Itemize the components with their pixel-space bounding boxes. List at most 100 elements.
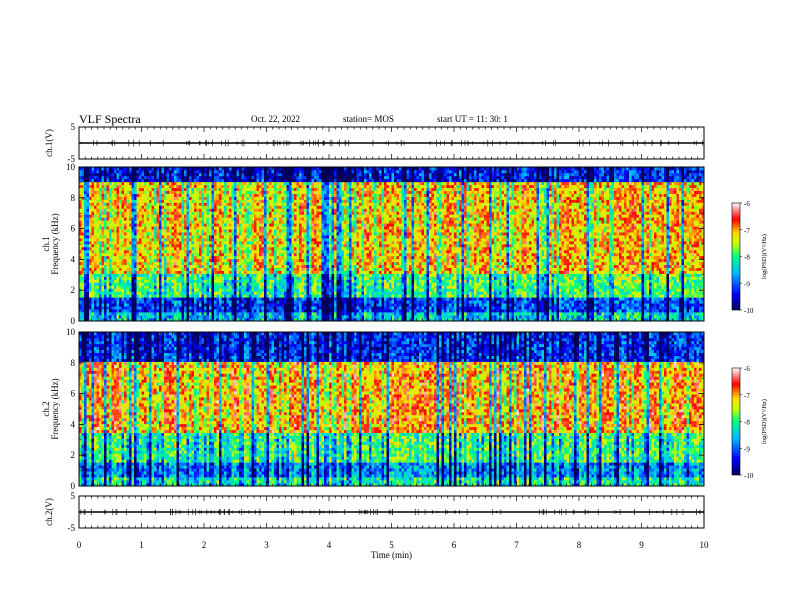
spectrogram-cell <box>146 282 150 286</box>
spectrogram-cell <box>86 297 90 301</box>
spectrogram-cell <box>199 312 202 316</box>
spectrogram-cell <box>541 306 545 310</box>
spectrogram-cell <box>256 276 260 280</box>
spectrogram-cell <box>581 303 585 307</box>
spectrogram-cell <box>691 282 695 286</box>
spectrogram-cell <box>491 291 495 295</box>
spectrogram-cell <box>566 309 570 313</box>
spectrogram-cell <box>494 306 497 310</box>
spectrogram-cell <box>171 264 175 268</box>
spectrogram-cell <box>411 279 415 283</box>
spectrogram-cell <box>656 306 660 310</box>
spectrogram-cell <box>551 279 555 283</box>
spectrogram-cell <box>419 315 422 319</box>
spectrogram-cell <box>569 291 572 295</box>
spectrogram-cell <box>99 318 102 322</box>
spectrogram-cell <box>159 267 162 271</box>
spectrogram-cell <box>101 309 105 313</box>
spectrogram-cell <box>101 300 105 304</box>
spectrogram-cell <box>621 288 625 292</box>
spectrogram-cell <box>639 282 642 286</box>
spectrogram-cell <box>331 303 335 307</box>
spectrogram-cell <box>581 291 585 295</box>
spectrogram-cell <box>84 309 87 313</box>
spectrogram-cell <box>259 267 262 271</box>
spectrogram-cell <box>381 267 385 271</box>
spectrogram-cell <box>289 276 292 280</box>
spectrogram-cell <box>524 270 527 274</box>
spectrogram-cell <box>424 294 427 298</box>
spectrogram-cell <box>176 297 180 301</box>
spectrogram-cell <box>649 318 652 322</box>
spectrogram-cell <box>506 297 510 301</box>
spectrogram-cell <box>641 285 645 289</box>
spectrogram-cell <box>421 306 425 310</box>
spectrogram-cell <box>566 285 570 289</box>
spectrogram-cell <box>614 312 617 316</box>
spectrogram-cell <box>354 306 357 310</box>
spectrogram-cell <box>661 294 665 298</box>
spectrogram-cell <box>461 294 465 298</box>
spectrogram-cell <box>599 315 602 319</box>
spectrogram-cell <box>554 282 557 286</box>
spectrogram-cell <box>109 279 112 283</box>
spectrogram-cell <box>506 300 510 304</box>
spectrogram-cell <box>139 318 142 322</box>
spectrogram-cell <box>449 315 452 319</box>
spectrogram-cell <box>659 267 662 271</box>
spectrogram-cell <box>474 315 477 319</box>
spectrogram-cell <box>129 267 132 271</box>
spectrogram-cell <box>139 291 142 295</box>
spectrogram-cell <box>236 288 240 292</box>
spectrogram-cell <box>516 300 520 304</box>
spectrogram-cell <box>654 315 657 319</box>
spectrogram-cell <box>241 297 245 301</box>
spectrogram-cell <box>169 318 172 322</box>
spectrogram-cell <box>336 288 340 292</box>
spectrogram-cell <box>299 318 302 322</box>
spectrogram-cell <box>404 312 407 316</box>
spectrogram-cell <box>366 297 370 301</box>
spectrogram-cell <box>326 285 330 289</box>
spectrogram-cell <box>109 267 112 271</box>
spectrogram-cell <box>636 270 640 274</box>
spectrogram-cell <box>86 279 90 283</box>
spectrogram-cell <box>431 279 435 283</box>
spectrogram-cell <box>691 312 695 316</box>
spectrogram-cell <box>469 315 472 319</box>
spectrogram-cell <box>206 294 210 298</box>
spectrogram-cell <box>184 288 187 292</box>
spectrogram-cell <box>174 273 177 277</box>
spectrogram-cell <box>436 288 440 292</box>
spectrogram-cell <box>416 300 420 304</box>
spectrogram-cell <box>366 285 370 289</box>
spectrogram-cell <box>296 270 300 274</box>
spectrogram-cell <box>681 285 685 289</box>
spectrogram-cell <box>126 285 130 289</box>
spectrogram-cell <box>144 318 147 322</box>
spectrogram-cell <box>461 270 465 274</box>
spectrogram-cell <box>191 294 195 298</box>
spectrogram-cell <box>469 285 472 289</box>
spectrogram-cell <box>644 309 647 313</box>
spectrogram-cell <box>579 303 582 307</box>
spectrogram-cell <box>504 309 507 313</box>
spectrogram-cell <box>614 276 617 280</box>
spectrogram-cell <box>501 288 505 292</box>
spectrogram-cell <box>199 267 202 271</box>
spectrogram-cell <box>79 294 82 298</box>
spectrogram-cell <box>426 273 430 277</box>
spectrogram-cell <box>629 285 632 289</box>
spectrogram-cell <box>214 264 217 268</box>
spectrogram-cell <box>429 270 432 274</box>
spectrogram-cell <box>526 285 530 289</box>
spectrogram-cell <box>191 291 195 295</box>
spectrogram-cell <box>521 315 525 319</box>
spectrogram-cell <box>134 309 137 313</box>
spectrogram-cell <box>84 282 87 286</box>
spectrogram-cell <box>664 291 667 295</box>
spectrogram-cell <box>564 291 567 295</box>
spectrogram-cell <box>621 270 625 274</box>
spectrogram-cell <box>296 264 300 268</box>
spectrogram-cell <box>344 288 347 292</box>
